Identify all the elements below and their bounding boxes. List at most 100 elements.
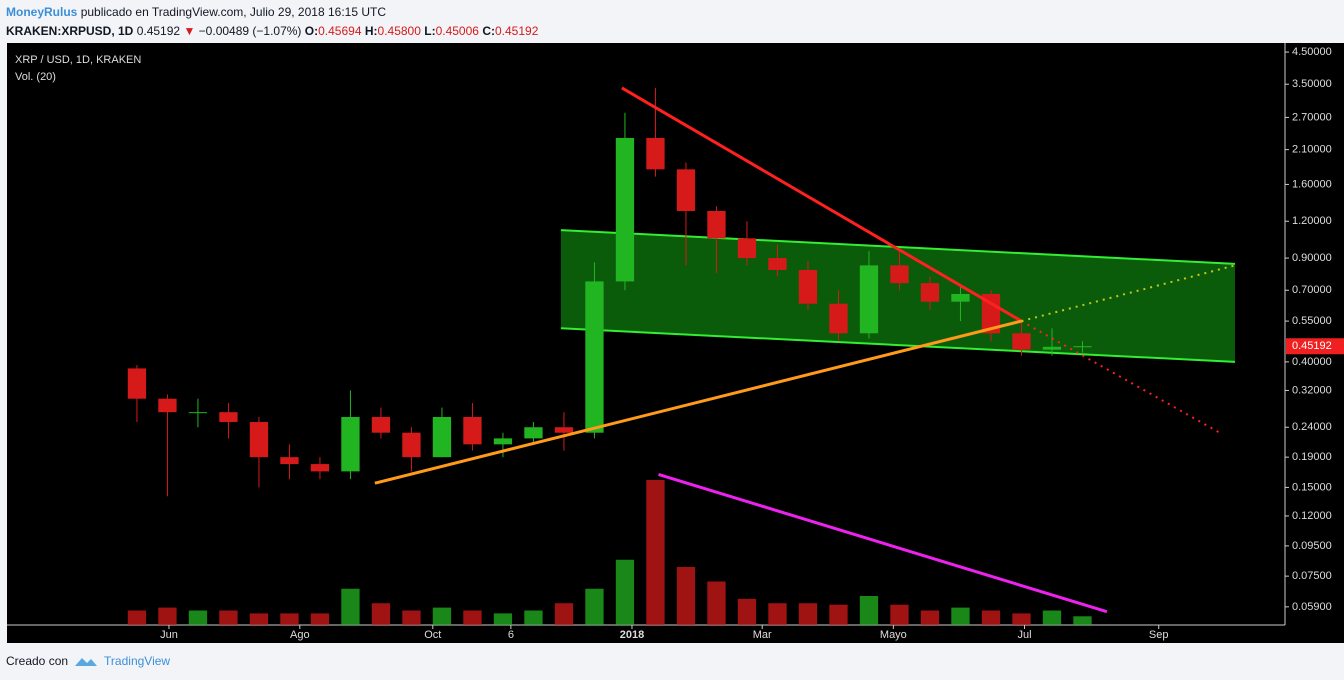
- trend-line: [658, 473, 1108, 614]
- y-tick-label: 0.55000: [1292, 315, 1332, 327]
- y-tick-label: 0.07500: [1292, 570, 1332, 582]
- candle-body: [1012, 333, 1031, 350]
- y-tick-label: 0.12000: [1292, 510, 1332, 522]
- y-tick-label: 0.40000: [1292, 356, 1332, 368]
- candle-body: [676, 169, 696, 211]
- close-label: C:: [482, 24, 495, 38]
- candle-body: [859, 265, 879, 334]
- volume-bar: [890, 604, 909, 625]
- y-tick-label: 0.32000: [1292, 384, 1332, 396]
- candle-body: [524, 427, 543, 439]
- volume-bar: [402, 610, 421, 625]
- candle-body: [371, 417, 391, 433]
- volume-bar: [798, 603, 818, 625]
- trend-line: [1020, 320, 1221, 434]
- y-tick-label: 1.20000: [1292, 215, 1332, 227]
- x-tick-label: Mayo: [880, 629, 907, 641]
- volume-bar: [585, 588, 604, 625]
- volume-bar: [737, 598, 757, 625]
- candle-body: [493, 438, 513, 445]
- header: MoneyRulus publicado en TradingView.com,…: [6, 3, 538, 41]
- quote-line: KRAKEN:XRPUSD, 1D 0.45192 ▼ −0.00489 (−1…: [6, 22, 538, 41]
- channel: [560, 230, 1235, 362]
- x-tick-label: Mar: [753, 629, 772, 641]
- volume-bar: [981, 610, 1001, 625]
- y-tick-label: 1.60000: [1292, 178, 1332, 190]
- candle-body: [158, 398, 177, 413]
- chart: XRP / USD, 1D, KRAKEN Vol. (20) 4.50000 3…: [7, 43, 1344, 643]
- author[interactable]: MoneyRulus: [6, 5, 78, 19]
- volume-bar: [493, 613, 513, 625]
- y-tick-label: 0.05900: [1292, 601, 1332, 613]
- volume-bar: [127, 610, 147, 625]
- published: publicado en TradingView.com, Julio 29, …: [80, 5, 386, 19]
- logo: [75, 658, 98, 666]
- channel-edge: [560, 327, 1236, 363]
- candle-body: [554, 427, 574, 433]
- candle-body: [341, 417, 360, 472]
- y-tick-label: 0.09500: [1292, 540, 1332, 552]
- candle-body: [951, 293, 970, 302]
- volume-bar: [1042, 610, 1062, 625]
- volume-bar: [615, 559, 635, 625]
- low: 0.45006: [435, 24, 479, 38]
- candle-body: [432, 417, 452, 458]
- x-tick-label: Sep: [1149, 629, 1169, 641]
- candle-body: [402, 432, 421, 458]
- trend-line: [621, 86, 1023, 323]
- y-tick-label: 3.50000: [1292, 78, 1332, 90]
- last: 0.45192: [136, 24, 181, 38]
- candle-body: [463, 417, 482, 445]
- candle-body: [798, 269, 818, 304]
- open-label: O:: [304, 24, 319, 38]
- candle-body: [890, 265, 909, 284]
- volume-bar: [646, 480, 665, 625]
- x-tick-label: 2018: [620, 629, 644, 641]
- y-tick-label: 2.70000: [1292, 111, 1332, 123]
- change: −0.00489 (−1.07%): [198, 24, 302, 38]
- x-tick-label: Jun: [160, 629, 178, 641]
- brand[interactable]: TradingView: [104, 654, 171, 668]
- candle-body: [615, 137, 635, 282]
- high: 0.45800: [377, 24, 421, 38]
- y-tick-label: 0.19000: [1292, 451, 1332, 463]
- candle-body: [707, 210, 726, 239]
- trend-line: [374, 319, 1022, 485]
- volume-bar: [463, 610, 482, 625]
- y-tick-label: 0.90000: [1292, 252, 1332, 264]
- header-line: MoneyRulus publicado en TradingView.com,…: [6, 3, 538, 22]
- y-tick-label: 2.10000: [1292, 144, 1332, 156]
- candle-body: [249, 422, 269, 458]
- volume-bar: [280, 613, 299, 625]
- x-tick-label: Jul: [1017, 629, 1031, 641]
- channel-edge: [560, 229, 1236, 265]
- trend-line: [1021, 264, 1236, 323]
- made-with: Creado con: [6, 654, 69, 668]
- candle-body: [829, 303, 848, 334]
- volume-bar: [524, 610, 543, 625]
- volume-bar: [768, 603, 787, 625]
- volume-bar: [249, 613, 269, 625]
- symbol: KRAKEN:XRPUSD, 1D: [6, 24, 134, 38]
- volume-bar: [188, 610, 208, 625]
- x-tick-label: Oct: [424, 629, 441, 641]
- high-label: H:: [364, 24, 378, 38]
- candle-body: [280, 457, 299, 465]
- x-tick-label: 6: [508, 629, 514, 641]
- y-tick-label: 0.24000: [1292, 421, 1332, 433]
- candle-body: [646, 137, 665, 170]
- volume-bar: [432, 607, 452, 625]
- candle-body: [920, 283, 940, 302]
- open: 0.45694: [318, 24, 362, 38]
- volume-bar: [951, 607, 970, 625]
- low-label: L:: [424, 24, 436, 38]
- volume-bar: [676, 567, 696, 625]
- volume-bar: [920, 610, 940, 625]
- volume-bar: [554, 603, 574, 625]
- chart-title: XRP / USD, 1D, KRAKEN: [15, 54, 141, 66]
- candle-body: [127, 368, 147, 399]
- volume-label: Vol. (20): [15, 71, 56, 83]
- y-tick-label: 0.15000: [1292, 481, 1332, 493]
- candle-body: [981, 293, 1001, 334]
